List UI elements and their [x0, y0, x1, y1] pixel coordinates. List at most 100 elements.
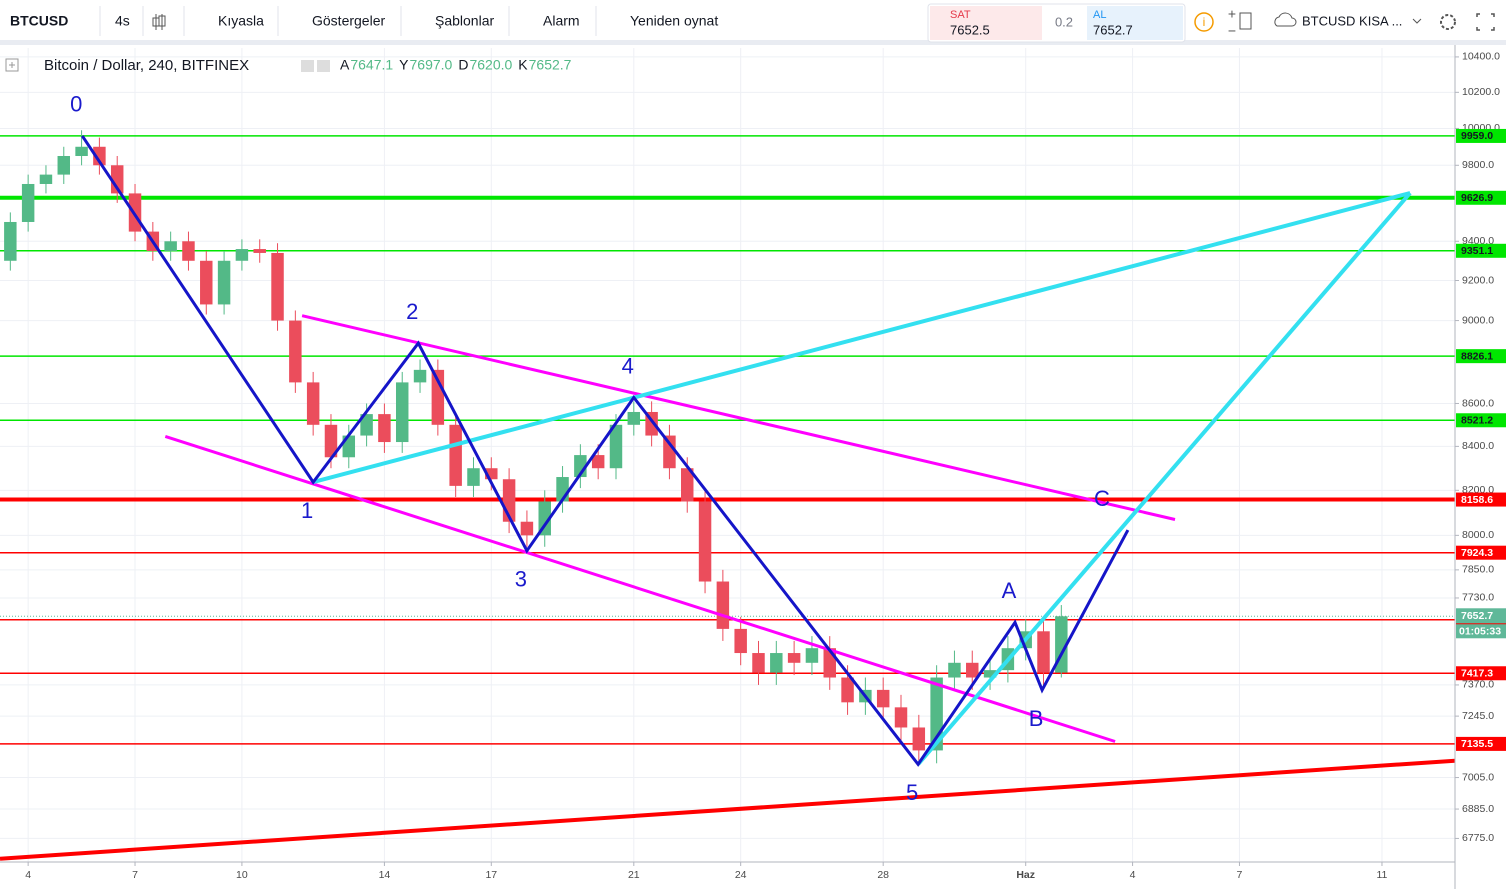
settings-icon[interactable] — [317, 60, 330, 72]
trend-line — [301, 314, 1176, 521]
series-title: Bitcoin / Dollar, 240, BITFINEX — [44, 57, 249, 74]
candle-body — [289, 320, 302, 383]
buy-label: AL — [1093, 9, 1106, 21]
candle-body — [110, 165, 124, 194]
interval[interactable]: 4s — [115, 13, 130, 29]
candle-body — [912, 727, 926, 751]
candle-body — [395, 382, 409, 443]
price-tag — [1456, 666, 1506, 681]
candle-body — [253, 249, 266, 253]
wave-label: 5 — [906, 780, 918, 805]
wave-label: A — [1002, 578, 1017, 603]
candle-body — [948, 662, 961, 678]
symbol[interactable]: BTCUSD — [10, 13, 68, 29]
price-tag — [1456, 736, 1506, 751]
x-tick-label: 4 — [1130, 869, 1136, 881]
x-tick-label: 7 — [132, 869, 138, 881]
collapse-icon[interactable] — [5, 58, 19, 72]
candle-body — [306, 382, 320, 425]
axes: 10400.010200.010000.09800.09400.09200.09… — [0, 44, 1506, 889]
countdown-tag — [1456, 624, 1506, 639]
toolbar-button[interactable]: Göstergeler — [312, 13, 385, 29]
layout-name[interactable]: BTCUSD KISA ... — [1302, 13, 1402, 28]
wave-label: B — [1029, 706, 1044, 731]
price-tag — [1456, 128, 1506, 143]
trend-line — [0, 758, 1455, 861]
candle-body — [876, 689, 890, 708]
layout-icon[interactable] — [1239, 12, 1252, 30]
price-tag-label: 9959.0 — [1461, 130, 1493, 142]
settings-icon[interactable] — [1440, 14, 1456, 30]
candle-body — [39, 174, 53, 184]
candle-body — [449, 424, 462, 486]
dropdown-icon[interactable] — [1412, 18, 1422, 24]
price-tag — [1456, 545, 1506, 560]
x-tick-label: 21 — [628, 869, 640, 881]
price-tag-label: 7417.3 — [1461, 668, 1493, 680]
candle-body — [164, 241, 177, 251]
ohlc-label: A — [340, 57, 350, 73]
candle-body — [182, 241, 195, 261]
spread: 0.2 — [1055, 14, 1073, 29]
ohlc-label: K — [518, 57, 528, 73]
trend-line — [312, 191, 1411, 485]
toolbar-button[interactable]: Kıyasla — [218, 13, 264, 29]
candle-body — [770, 653, 783, 673]
price-tag-label: 7135.5 — [1461, 738, 1493, 750]
last-price-tag — [1456, 608, 1506, 624]
candle-body — [627, 411, 641, 425]
x-tick-label: 4 — [25, 869, 31, 881]
y-tick-label: 7005.0 — [1462, 771, 1494, 783]
sell-label: SAT — [950, 9, 971, 21]
candle-body — [75, 146, 88, 157]
cloud-icon — [1274, 12, 1297, 27]
plus-button[interactable]: + — [1228, 6, 1236, 22]
last-price-label: 7652.7 — [1461, 610, 1493, 622]
minus-button[interactable]: − — [1228, 23, 1236, 39]
candle-body — [4, 221, 17, 261]
candle-body — [734, 628, 747, 654]
y-tick-label: 6775.0 — [1462, 832, 1494, 844]
ohlc-label: D — [458, 57, 468, 73]
price-tag-label: 7924.3 — [1461, 547, 1493, 559]
countdown: 01:05:33 — [1459, 626, 1501, 638]
toolbar-border — [0, 40, 1506, 45]
y-tick-label: 10400.0 — [1462, 51, 1500, 63]
sell-button[interactable] — [930, 6, 1042, 40]
y-tick-label: 9000.0 — [1462, 314, 1494, 326]
x-tick-label: 10 — [236, 869, 248, 881]
candle-body — [93, 146, 106, 166]
candle-body — [752, 653, 765, 673]
chart-type-icon[interactable] — [152, 14, 166, 30]
y-tick-label: 6885.0 — [1462, 803, 1494, 815]
ohlc-label: Y — [399, 57, 409, 73]
eye-icon[interactable] — [301, 60, 314, 72]
y-tick-label: 10200.0 — [1462, 86, 1500, 98]
candle-body — [983, 670, 997, 678]
wave-label: 1 — [301, 498, 313, 523]
candle-body — [235, 249, 249, 261]
trend-line — [916, 191, 1412, 766]
legend: Bitcoin / Dollar, 240, BITFINEX A 7647.1 Y… — [5, 57, 572, 74]
wave-label: 0 — [70, 92, 82, 117]
toolbar-button[interactable]: Yeniden oynat — [630, 13, 718, 29]
x-tick-label: 28 — [877, 869, 889, 881]
toolbar-button[interactable]: Şablonlar — [435, 13, 494, 29]
candle-body — [663, 435, 676, 469]
candle-body — [591, 455, 605, 469]
buy-button[interactable] — [1087, 6, 1183, 40]
info-icon[interactable] — [1194, 12, 1214, 32]
toolbar-button[interactable]: Alarm — [543, 13, 580, 29]
info-icon-glyph: i — [1203, 15, 1206, 29]
candle-body — [609, 424, 623, 469]
price-tag-label: 8521.2 — [1461, 415, 1493, 427]
x-tick-label: 17 — [485, 869, 497, 881]
candle-body — [57, 156, 71, 175]
candle-body — [716, 581, 730, 629]
candle-body — [1037, 631, 1050, 673]
fullscreen-icon[interactable] — [1476, 13, 1495, 31]
candle-body — [360, 414, 373, 436]
candle-body — [413, 369, 427, 383]
y-tick-label: 7245.0 — [1462, 710, 1494, 722]
